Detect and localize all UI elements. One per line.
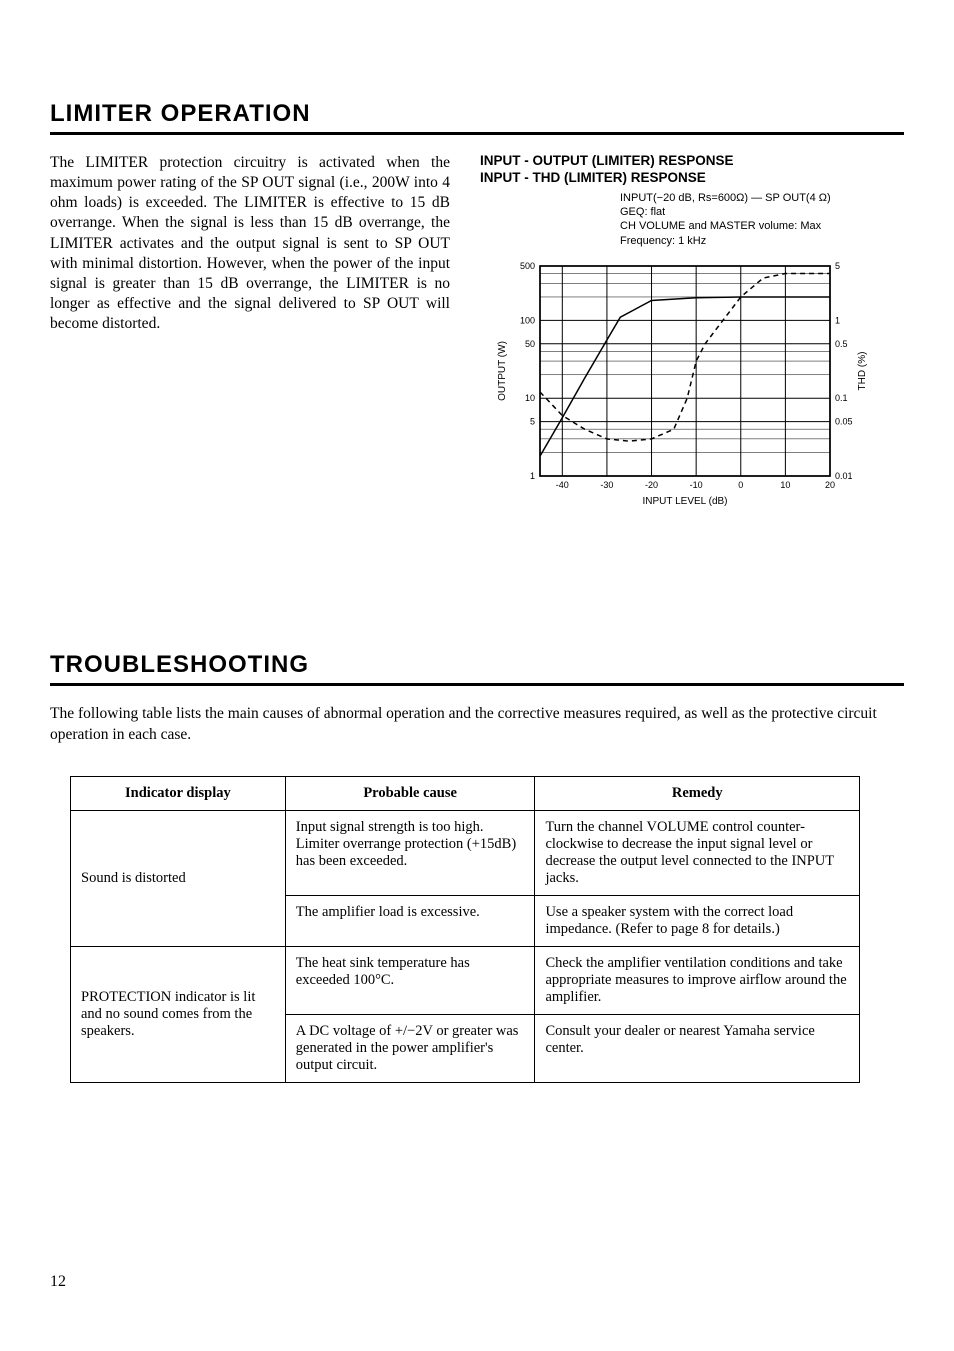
remedy-cell: Use a speaker system with the correct lo… [535,895,860,946]
svg-text:1: 1 [835,315,840,325]
table-header: Remedy [535,776,860,810]
limiter-response-chart: -40 -30 -20 -10 0 10 20 INPUT LEVEL (dB) 1 5 10 50 1… [480,256,904,521]
section-heading-troubleshooting: TROUBLESHOOTING [50,651,904,679]
svg-text:5: 5 [530,417,535,427]
svg-text:100: 100 [520,315,535,325]
indicator-cell: Sound is distorted [71,810,286,946]
section-rule [50,683,904,686]
svg-text:10: 10 [525,393,535,403]
troubleshooting-table: Indicator displayProbable causeRemedySou… [70,776,860,1083]
svg-text:0.5: 0.5 [835,339,848,349]
cause-cell: Input signal strength is too high. Limit… [285,810,535,895]
table-header: Probable cause [285,776,535,810]
svg-text:20: 20 [825,480,835,490]
svg-text:1: 1 [530,471,535,481]
chart-column: INPUT - OUTPUT (LIMITER) RESPONSE INPUT … [480,153,904,521]
svg-text:0.01: 0.01 [835,471,853,481]
page-number: 12 [50,1273,66,1291]
remedy-cell: Consult your dealer or nearest Yamaha se… [535,1014,860,1082]
svg-text:0.1: 0.1 [835,393,848,403]
remedy-cell: Turn the channel VOLUME control counter-… [535,810,860,895]
svg-text:50: 50 [525,339,535,349]
svg-text:-20: -20 [645,480,658,490]
svg-text:0.05: 0.05 [835,417,853,427]
troubleshooting-intro: The following table lists the main cause… [50,704,904,746]
chart-title-line2: INPUT - THD (LIMITER) RESPONSE [480,170,904,187]
svg-text:10: 10 [780,480,790,490]
svg-text:THD (%): THD (%) [857,351,868,390]
indicator-cell: PROTECTION indicator is lit and no sound… [71,946,286,1082]
svg-text:500: 500 [520,261,535,271]
chart-condition-line: INPUT(−20 dB, Rs=600Ω) — SP OUT(4 Ω) [620,191,904,205]
chart-title-line1: INPUT - OUTPUT (LIMITER) RESPONSE [480,153,904,170]
table-header: Indicator display [71,776,286,810]
svg-text:-10: -10 [690,480,703,490]
section-rule [50,132,904,135]
chart-condition-line: GEQ: flat [620,205,904,219]
chart-conditions: INPUT(−20 dB, Rs=600Ω) — SP OUT(4 Ω) GEQ… [480,191,904,248]
svg-text:0: 0 [738,480,743,490]
cause-cell: A DC voltage of +/−2V or greater was gen… [285,1014,535,1082]
section-heading-limiter: LIMITER OPERATION [50,100,904,128]
svg-text:5: 5 [835,261,840,271]
chart-condition-line: CH VOLUME and MASTER volume: Max [620,219,904,233]
remedy-cell: Check the amplifier ventilation conditio… [535,946,860,1014]
limiter-content-row: The LIMITER protection circuitry is acti… [50,153,904,521]
svg-text:INPUT LEVEL (dB): INPUT LEVEL (dB) [642,496,727,507]
svg-text:-40: -40 [556,480,569,490]
limiter-body-text: The LIMITER protection circuitry is acti… [50,153,450,334]
cause-cell: The amplifier load is excessive. [285,895,535,946]
cause-cell: The heat sink temperature has exceeded 1… [285,946,535,1014]
svg-text:OUTPUT (W): OUTPUT (W) [497,341,508,401]
table-row: Sound is distortedInput signal strength … [71,810,860,895]
chart-condition-line: Frequency: 1 kHz [620,234,904,248]
table-row: PROTECTION indicator is lit and no sound… [71,946,860,1014]
svg-text:-30: -30 [600,480,613,490]
